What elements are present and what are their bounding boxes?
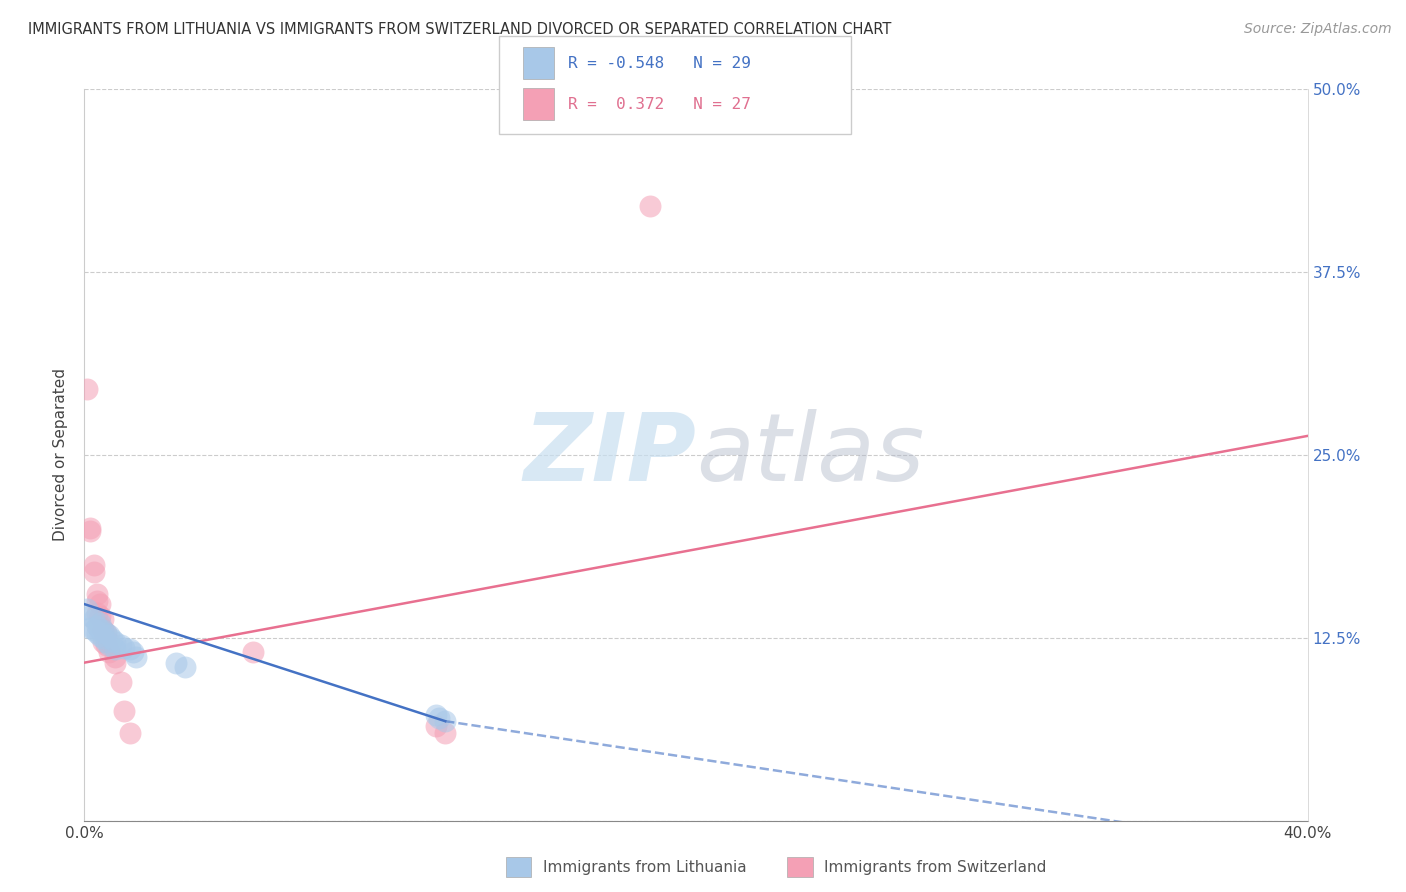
Point [120, 642, 142, 657]
Point [91, 635, 114, 649]
Point [89, 624, 111, 638]
Point [112, 640, 135, 655]
Point [79, 524, 101, 538]
Point [104, 656, 127, 670]
Point [94, 635, 117, 649]
Text: IMMIGRANTS FROM LITHUANIA VS IMMIGRANTS FROM SWITZERLAND DIVORCED OR SEPARATED C: IMMIGRANTS FROM LITHUANIA VS IMMIGRANTS … [28, 22, 891, 37]
Text: Immigrants from Lithuania: Immigrants from Lithuania [543, 860, 747, 874]
Text: R = -0.548   N = 29: R = -0.548 N = 29 [568, 56, 751, 70]
Point [120, 726, 142, 740]
Point [174, 660, 197, 674]
Point [112, 704, 135, 718]
Point [86, 606, 108, 620]
Point [425, 718, 447, 732]
Point [104, 642, 127, 657]
Point [79, 608, 101, 623]
Point [97, 638, 120, 652]
Point [434, 714, 457, 728]
Point [125, 649, 148, 664]
Point [91, 624, 114, 638]
Point [76, 382, 98, 396]
Point [110, 638, 132, 652]
Point [89, 597, 111, 611]
Point [97, 628, 120, 642]
Point [79, 521, 101, 535]
Point [79, 621, 101, 635]
Point [91, 624, 114, 638]
Point [89, 616, 111, 631]
Point [165, 656, 187, 670]
Point [122, 645, 145, 659]
Point [89, 608, 111, 623]
Point [425, 708, 447, 723]
Point [101, 632, 124, 647]
Point [86, 587, 108, 601]
Point [83, 612, 105, 626]
Point [89, 629, 111, 643]
Point [427, 711, 450, 725]
Point [86, 594, 108, 608]
Point [242, 645, 264, 659]
Text: Immigrants from Switzerland: Immigrants from Switzerland [824, 860, 1046, 874]
Point [104, 635, 127, 649]
Point [91, 612, 114, 626]
Text: ZIP: ZIP [523, 409, 696, 501]
Point [94, 638, 117, 652]
Point [86, 619, 108, 633]
Point [97, 645, 120, 659]
Point [434, 726, 457, 740]
Text: atlas: atlas [696, 409, 924, 500]
Point [76, 601, 98, 615]
Point [94, 626, 117, 640]
Point [97, 635, 120, 649]
Point [89, 619, 111, 633]
Point [83, 565, 105, 579]
Point [86, 626, 108, 640]
Text: Source: ZipAtlas.com: Source: ZipAtlas.com [1244, 22, 1392, 37]
Y-axis label: Divorced or Separated: Divorced or Separated [53, 368, 69, 541]
Point [110, 674, 132, 689]
Text: R =  0.372   N = 27: R = 0.372 N = 27 [568, 97, 751, 112]
Point [104, 649, 127, 664]
Point [91, 631, 114, 645]
Point [638, 199, 661, 213]
Point [83, 624, 105, 638]
Point [94, 626, 117, 640]
Point [83, 558, 105, 572]
